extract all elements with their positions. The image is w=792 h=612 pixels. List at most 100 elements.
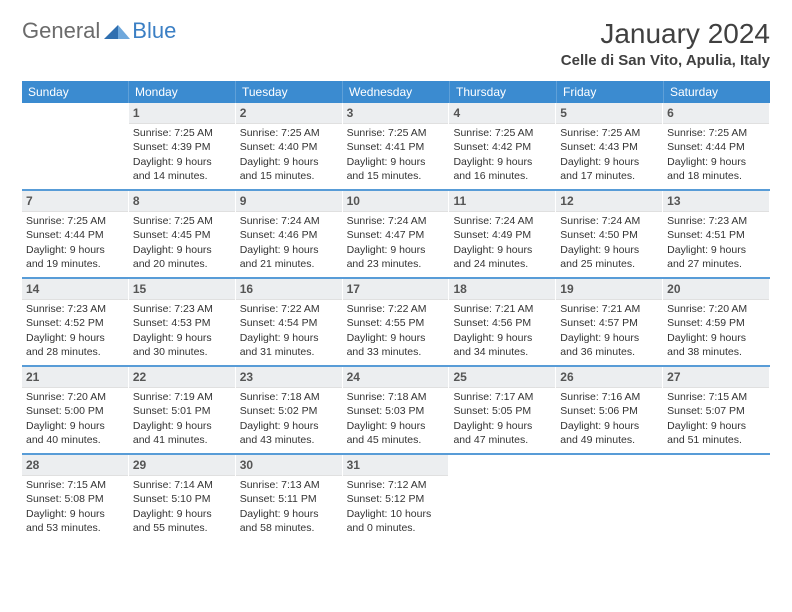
day-cell: 25Sunrise: 7:17 AMSunset: 5:05 PMDayligh… — [449, 367, 556, 453]
day-number: 23 — [236, 367, 342, 388]
sunset-text: Sunset: 4:41 PM — [347, 140, 445, 154]
day-body: Sunrise: 7:24 AMSunset: 4:47 PMDaylight:… — [343, 212, 449, 277]
sunset-text: Sunset: 4:54 PM — [240, 316, 338, 330]
daylight-text: Daylight: 9 hours and 51 minutes. — [667, 419, 765, 447]
dow-friday: Friday — [557, 81, 664, 103]
daylight-text: Daylight: 9 hours and 34 minutes. — [453, 331, 551, 359]
day-cell: 9Sunrise: 7:24 AMSunset: 4:46 PMDaylight… — [236, 191, 343, 277]
daylight-text: Daylight: 9 hours and 40 minutes. — [26, 419, 124, 447]
week-row: 28Sunrise: 7:15 AMSunset: 5:08 PMDayligh… — [22, 455, 770, 541]
month-title: January 2024 — [561, 18, 770, 50]
day-number: 12 — [556, 191, 662, 212]
day-cell: 11Sunrise: 7:24 AMSunset: 4:49 PMDayligh… — [449, 191, 556, 277]
sunset-text: Sunset: 4:46 PM — [240, 228, 338, 242]
day-body: Sunrise: 7:23 AMSunset: 4:52 PMDaylight:… — [22, 300, 128, 365]
sunrise-text: Sunrise: 7:18 AM — [240, 390, 338, 404]
day-cell: 15Sunrise: 7:23 AMSunset: 4:53 PMDayligh… — [129, 279, 236, 365]
dow-thursday: Thursday — [450, 81, 557, 103]
day-number: 5 — [556, 103, 662, 124]
day-body: Sunrise: 7:25 AMSunset: 4:44 PMDaylight:… — [663, 124, 769, 189]
sunrise-text: Sunrise: 7:14 AM — [133, 478, 231, 492]
location-label: Celle di San Vito, Apulia, Italy — [561, 52, 770, 69]
day-body: Sunrise: 7:18 AMSunset: 5:03 PMDaylight:… — [343, 388, 449, 453]
day-body: Sunrise: 7:24 AMSunset: 4:49 PMDaylight:… — [449, 212, 555, 277]
sunrise-text: Sunrise: 7:25 AM — [667, 126, 765, 140]
day-body: Sunrise: 7:16 AMSunset: 5:06 PMDaylight:… — [556, 388, 662, 453]
day-number: 31 — [343, 455, 449, 476]
day-number: 24 — [343, 367, 449, 388]
week-row: 21Sunrise: 7:20 AMSunset: 5:00 PMDayligh… — [22, 367, 770, 453]
sunset-text: Sunset: 4:52 PM — [26, 316, 124, 330]
daylight-text: Daylight: 9 hours and 28 minutes. — [26, 331, 124, 359]
day-number: 2 — [236, 103, 342, 124]
sunset-text: Sunset: 5:01 PM — [133, 404, 231, 418]
day-cell: 24Sunrise: 7:18 AMSunset: 5:03 PMDayligh… — [343, 367, 450, 453]
day-cell: 6Sunrise: 7:25 AMSunset: 4:44 PMDaylight… — [663, 103, 770, 189]
sunrise-text: Sunrise: 7:25 AM — [560, 126, 658, 140]
week-row: 1Sunrise: 7:25 AMSunset: 4:39 PMDaylight… — [22, 103, 770, 189]
week-separator — [22, 453, 770, 455]
sunrise-text: Sunrise: 7:21 AM — [560, 302, 658, 316]
sunset-text: Sunset: 5:10 PM — [133, 492, 231, 506]
day-number: 29 — [129, 455, 235, 476]
daylight-text: Daylight: 9 hours and 19 minutes. — [26, 243, 124, 271]
day-number: 17 — [343, 279, 449, 300]
day-body: Sunrise: 7:15 AMSunset: 5:07 PMDaylight:… — [663, 388, 769, 453]
day-body: Sunrise: 7:20 AMSunset: 4:59 PMDaylight:… — [663, 300, 769, 365]
daylight-text: Daylight: 9 hours and 45 minutes. — [347, 419, 445, 447]
sunrise-text: Sunrise: 7:12 AM — [347, 478, 445, 492]
day-body: Sunrise: 7:25 AMSunset: 4:41 PMDaylight:… — [343, 124, 449, 189]
day-number: 28 — [22, 455, 128, 476]
sunset-text: Sunset: 4:44 PM — [667, 140, 765, 154]
daylight-text: Daylight: 9 hours and 15 minutes. — [240, 155, 338, 183]
day-cell: 14Sunrise: 7:23 AMSunset: 4:52 PMDayligh… — [22, 279, 129, 365]
daylight-text: Daylight: 9 hours and 25 minutes. — [560, 243, 658, 271]
day-number: 13 — [663, 191, 769, 212]
day-cell: 16Sunrise: 7:22 AMSunset: 4:54 PMDayligh… — [236, 279, 343, 365]
daylight-text: Daylight: 9 hours and 53 minutes. — [26, 507, 124, 535]
sunset-text: Sunset: 5:12 PM — [347, 492, 445, 506]
sunrise-text: Sunrise: 7:25 AM — [453, 126, 551, 140]
dow-wednesday: Wednesday — [343, 81, 450, 103]
day-body: Sunrise: 7:23 AMSunset: 4:51 PMDaylight:… — [663, 212, 769, 277]
sunset-text: Sunset: 4:39 PM — [133, 140, 231, 154]
day-cell: 31 Sunrise: 7:12 AMSunset: 5:12 PMDayligh… — [343, 455, 450, 541]
day-number: 21 — [22, 367, 128, 388]
day-number: 4 — [449, 103, 555, 124]
day-cell: 20Sunrise: 7:20 AMSunset: 4:59 PMDayligh… — [663, 279, 770, 365]
sunset-text: Sunset: 4:57 PM — [560, 316, 658, 330]
logo-text-blue: Blue — [132, 18, 176, 44]
day-number: 27 — [663, 367, 769, 388]
day-number: 8 — [129, 191, 235, 212]
daylight-text: Daylight: 9 hours and 55 minutes. — [133, 507, 231, 535]
daylight-text: Daylight: 9 hours and 21 minutes. — [240, 243, 338, 271]
day-body: Sunrise: 7:25 AMSunset: 4:43 PMDaylight:… — [556, 124, 662, 189]
daylight-text: Daylight: 9 hours and 33 minutes. — [347, 331, 445, 359]
daylight-text: Daylight: 9 hours and 27 minutes. — [667, 243, 765, 271]
sunrise-text: Sunrise: 7:18 AM — [347, 390, 445, 404]
sunrise-text: Sunrise: 7:19 AM — [133, 390, 231, 404]
sunrise-text: Sunrise: 7:25 AM — [26, 214, 124, 228]
daylight-text: Daylight: 9 hours and 58 minutes. — [240, 507, 338, 535]
sunrise-text: Sunrise: 7:13 AM — [240, 478, 338, 492]
sunrise-text: Sunrise: 7:17 AM — [453, 390, 551, 404]
day-cell: 1Sunrise: 7:25 AMSunset: 4:39 PMDaylight… — [129, 103, 236, 189]
sunrise-text: Sunrise: 7:24 AM — [453, 214, 551, 228]
daylight-text: Daylight: 9 hours and 20 minutes. — [133, 243, 231, 271]
day-number: 18 — [449, 279, 555, 300]
day-cell — [449, 455, 556, 541]
daylight-text: Daylight: 10 hours and 0 minutes. — [347, 507, 445, 535]
daylight-text: Daylight: 9 hours and 47 minutes. — [453, 419, 551, 447]
day-body: Sunrise: 7:25 AMSunset: 4:39 PMDaylight:… — [129, 124, 235, 189]
week-row: 14Sunrise: 7:23 AMSunset: 4:52 PMDayligh… — [22, 279, 770, 365]
sunrise-text: Sunrise: 7:23 AM — [667, 214, 765, 228]
day-number: 6 — [663, 103, 769, 124]
sunset-text: Sunset: 5:08 PM — [26, 492, 124, 506]
day-cell: 19Sunrise: 7:21 AMSunset: 4:57 PMDayligh… — [556, 279, 663, 365]
day-cell: 3Sunrise: 7:25 AMSunset: 4:41 PMDaylight… — [343, 103, 450, 189]
day-cell: 5Sunrise: 7:25 AMSunset: 4:43 PMDaylight… — [556, 103, 663, 189]
sunrise-text: Sunrise: 7:25 AM — [133, 214, 231, 228]
day-number: 25 — [449, 367, 555, 388]
day-number: 3 — [343, 103, 449, 124]
sunrise-text: Sunrise: 7:25 AM — [133, 126, 231, 140]
